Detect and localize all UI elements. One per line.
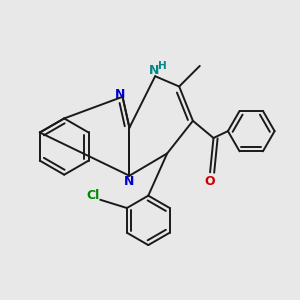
Text: Cl: Cl bbox=[87, 189, 100, 202]
Text: H: H bbox=[158, 61, 167, 71]
Text: O: O bbox=[205, 176, 215, 188]
Text: N: N bbox=[115, 88, 125, 100]
Text: N: N bbox=[149, 64, 160, 76]
Text: N: N bbox=[124, 176, 135, 188]
